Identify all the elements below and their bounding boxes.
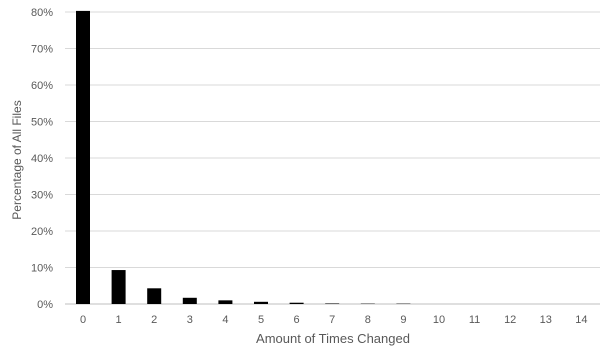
bar-1 <box>111 270 126 304</box>
x-tick-label: 13 <box>540 314 552 326</box>
y-tick-label: 80% <box>31 7 53 19</box>
x-axis-title: Amount of Times Changed <box>256 331 410 346</box>
bar-2 <box>147 288 162 304</box>
bar-5 <box>254 301 268 304</box>
y-tick-label: 10% <box>31 263 53 275</box>
x-tick-label: 7 <box>329 314 335 326</box>
y-tick-label: 50% <box>31 117 53 129</box>
y-tick-label: 40% <box>31 153 53 165</box>
bar-0 <box>76 10 90 305</box>
x-tick-label: 10 <box>433 314 445 326</box>
y-tick-labels: 0% 10% 20% 30% 40% 50% 60% 70% 80% <box>31 7 53 311</box>
y-tick-label: 70% <box>31 44 53 56</box>
x-tick-label: 4 <box>222 314 228 326</box>
x-tick-label: 14 <box>575 314 587 326</box>
x-tick-label: 3 <box>187 314 193 326</box>
x-tick-label: 1 <box>116 314 122 326</box>
x-tick-labels: 0 1 2 3 4 5 6 7 8 9 10 11 12 13 14 <box>80 314 588 326</box>
y-axis-title: Percentage of All Files <box>10 100 24 219</box>
x-tick-label: 0 <box>80 314 86 326</box>
gridlines <box>65 11 600 305</box>
bar-3 <box>182 297 197 304</box>
x-tick-label: 12 <box>504 314 516 326</box>
x-tick-label: 11 <box>469 314 480 326</box>
x-tick-label: 6 <box>294 314 300 326</box>
y-tick-label: 20% <box>31 226 53 238</box>
bar-6 <box>289 302 304 304</box>
x-tick-label: 2 <box>151 314 157 326</box>
bar-4 <box>218 300 233 304</box>
x-tick-label: 9 <box>400 314 406 326</box>
x-tick-label: 5 <box>258 314 264 326</box>
bars <box>76 10 411 305</box>
y-tick-label: 60% <box>31 80 53 92</box>
x-tick-label: 8 <box>365 314 371 326</box>
y-tick-label: 30% <box>31 190 53 202</box>
bar-7 <box>325 303 340 304</box>
y-tick-label: 0% <box>37 299 53 311</box>
